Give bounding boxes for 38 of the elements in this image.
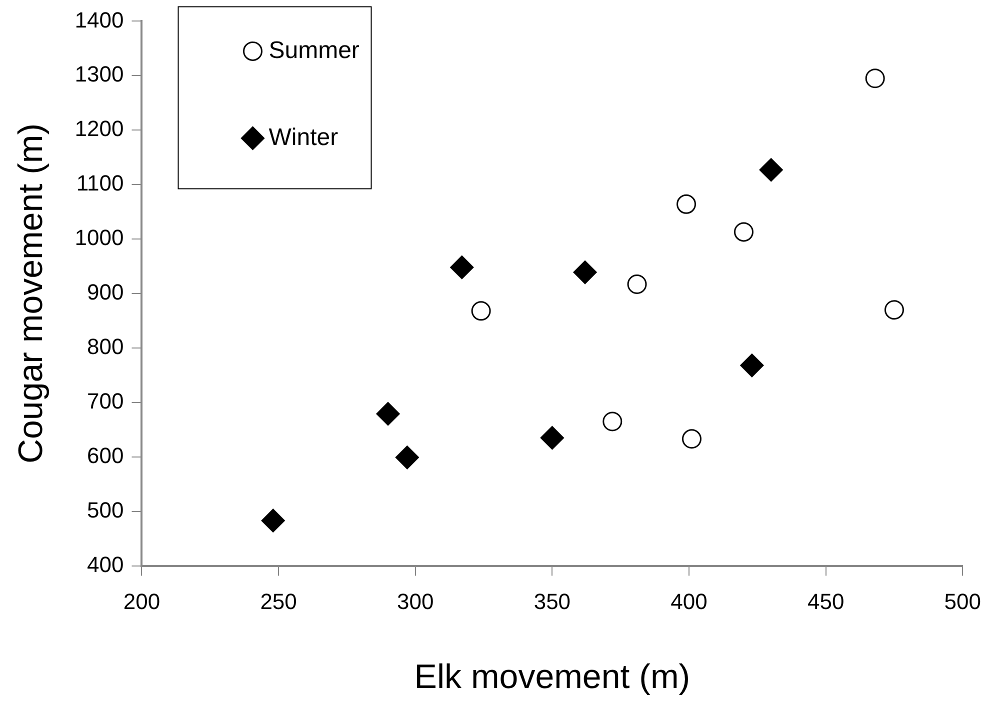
y-axis-title: Cougar movement (m) — [12, 123, 50, 464]
point — [376, 402, 400, 426]
point — [573, 260, 597, 284]
x-tick-label: 400 — [670, 589, 708, 614]
point — [602, 412, 622, 432]
point — [471, 301, 491, 321]
point — [759, 158, 783, 182]
x-axis-title: Elk movement (m) — [414, 658, 690, 696]
x-tick-label: 200 — [123, 589, 160, 614]
point — [734, 222, 754, 242]
point — [450, 256, 474, 280]
y-tick-label: 700 — [87, 388, 124, 414]
x-tick-label: 350 — [534, 589, 571, 614]
point — [676, 194, 696, 214]
x-tick-label: 500 — [944, 589, 982, 614]
point — [884, 300, 904, 320]
y-tick-label: 900 — [87, 280, 124, 305]
point — [395, 446, 419, 470]
y-tick-label: 1200 — [74, 116, 124, 142]
point — [540, 426, 564, 450]
y-tick-label: 1100 — [76, 170, 124, 196]
point — [627, 274, 647, 294]
point — [261, 508, 285, 532]
legend-label: Winter — [268, 124, 338, 151]
y-tick-label: 600 — [87, 442, 124, 468]
y-tick-label: 1300 — [74, 62, 124, 87]
y-tick-label: 800 — [87, 334, 124, 360]
y-tick-label: 1400 — [74, 7, 124, 32]
x-tick-label: 250 — [260, 589, 297, 614]
y-tick-label: 400 — [87, 552, 124, 577]
legend-label: Summer — [268, 36, 360, 64]
point — [740, 354, 764, 378]
point — [682, 429, 702, 449]
y-tick-label: 1000 — [74, 225, 124, 250]
y-tick-label: 500 — [87, 497, 124, 522]
x-tick-label: 450 — [807, 589, 844, 614]
point — [865, 68, 885, 88]
x-tick-label: 300 — [397, 589, 434, 614]
